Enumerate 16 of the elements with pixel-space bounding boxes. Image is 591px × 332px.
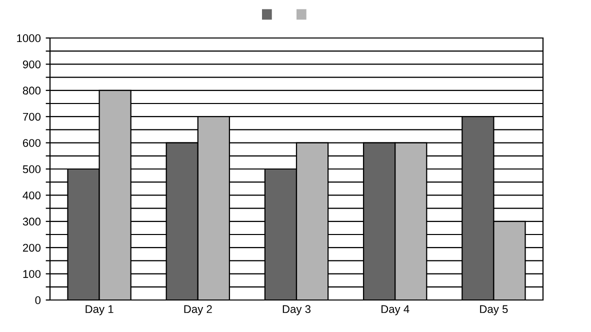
y-tick-label: 400 [22, 191, 41, 200]
y-tick-label: 1000 [17, 34, 41, 42]
y-tick-label: 200 [22, 244, 41, 252]
y-tick-label: 300 [22, 218, 41, 226]
x-tick-label: Day 5 [480, 305, 508, 316]
y-tick-label: 900 [22, 60, 41, 68]
x-tick-label: Day 4 [382, 305, 410, 316]
y-tick-label: 700 [23, 112, 41, 121]
x-tick-label: Day 2 [184, 305, 212, 316]
x-tick-label: Day 1 [86, 305, 114, 316]
y-tick-label: 500 [22, 165, 41, 174]
y-tick-label: 0 [35, 296, 41, 304]
y-tick-label: 800 [22, 86, 41, 95]
x-tick-label: Day 3 [282, 305, 311, 316]
y-tick-label: 600 [23, 139, 41, 147]
y-tick-label: 100 [23, 270, 41, 278]
